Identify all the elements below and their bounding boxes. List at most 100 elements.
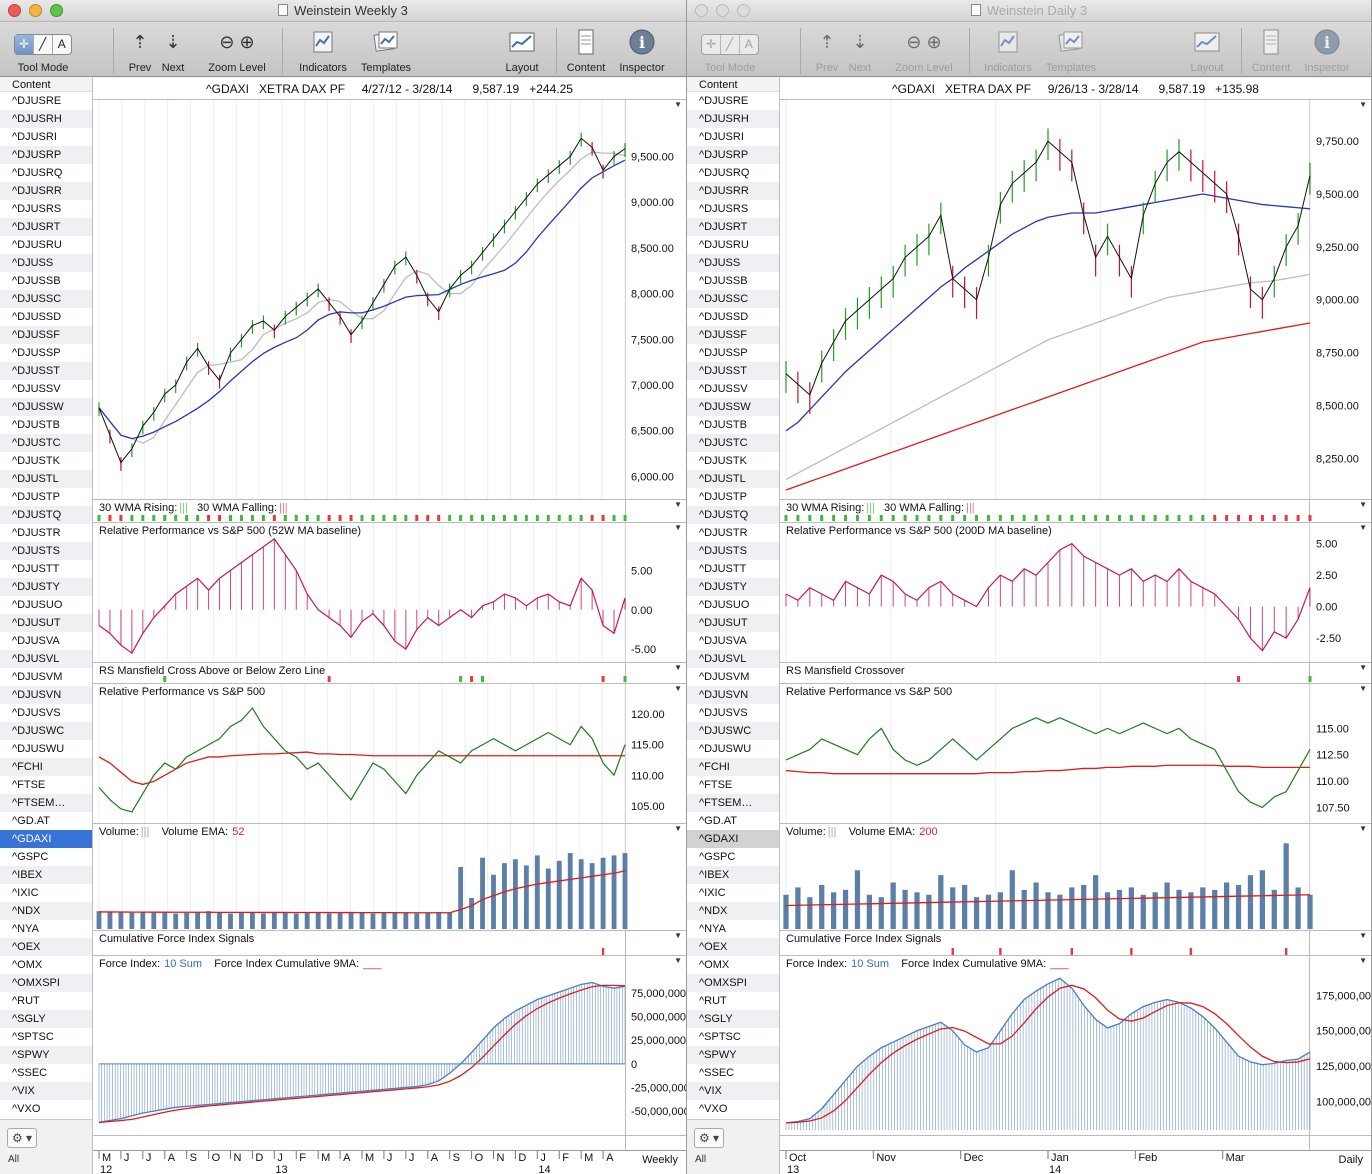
symbol-list-item[interactable]: ^DJUSVS xyxy=(699,707,748,719)
symbol-list-item[interactable]: ^DJUSRI xyxy=(699,131,744,143)
symbol-list-item[interactable]: ^NDX xyxy=(0,902,92,920)
templates-button[interactable]: Templates xyxy=(356,26,416,74)
symbol-list-item[interactable]: ^DJUSRS xyxy=(12,203,62,215)
symbol-list-item[interactable]: ^SPTSC xyxy=(699,1031,741,1043)
symbol-list-item[interactable]: ^OEX xyxy=(687,938,779,956)
symbol-list-item[interactable]: ^DJUSRQ xyxy=(12,167,63,179)
cfi-signals-panel[interactable]: Cumulative Force Index Signals ▼ xyxy=(780,931,1371,956)
zoom-button[interactable] xyxy=(737,4,750,17)
window-titlebar[interactable]: Weinstein Weekly 3 xyxy=(0,0,686,22)
symbol-list-item[interactable]: ^IBEX xyxy=(687,866,779,884)
symbol-list-item[interactable]: ^VXO xyxy=(699,1103,728,1115)
symbol-list-item[interactable]: ^DJUSRH xyxy=(0,110,92,128)
symbol-list-item[interactable]: ^DJUSTQ xyxy=(687,506,779,524)
volume-panel[interactable]: Volume:||| Volume EMA:200150,000K100,000… xyxy=(780,824,1371,931)
layout-button[interactable]: Layout xyxy=(1181,26,1233,74)
inspector-button[interactable]: i Inspector xyxy=(1299,26,1355,74)
symbol-list-item[interactable]: ^DJUSUO xyxy=(699,599,750,611)
close-button[interactable] xyxy=(695,4,708,17)
symbol-list-item[interactable]: ^NYA xyxy=(699,923,726,935)
symbol-list-item[interactable]: ^DJUSTP xyxy=(699,491,747,503)
chart-area[interactable]: ^GDAXI XETRA DAX PF 4/27/12 - 3/28/14 9,… xyxy=(93,78,686,1174)
next-button[interactable]: ⇣ Next xyxy=(158,26,188,74)
symbol-list-item[interactable]: ^DJUSWC xyxy=(687,722,779,740)
time-axis[interactable]: M J J A S O N D J F M A M J J A S O N D J F M A 12 13 14 Weekly xyxy=(93,1150,686,1174)
gear-menu-button[interactable]: ⚙ ▾ xyxy=(694,1128,724,1148)
symbol-list-item[interactable]: ^DJUSTR xyxy=(699,527,748,539)
symbol-list-item[interactable]: ^DJUSSD xyxy=(699,311,749,323)
zoom-level-control[interactable]: ⊖ ⊕ Zoom Level xyxy=(891,26,957,74)
symbol-list-item[interactable]: ^DJUSUT xyxy=(0,614,92,632)
symbol-list-item[interactable]: ^SGLY xyxy=(0,1010,92,1028)
symbol-list-item[interactable]: ^DJUSSP xyxy=(699,347,748,359)
symbol-list-item[interactable]: ^DJUSRQ xyxy=(699,167,750,179)
symbol-list-item[interactable]: ^DJUSTT xyxy=(12,563,60,575)
symbol-list-item[interactable]: ^DJUSWC xyxy=(0,722,92,740)
symbol-list-item[interactable]: ^FCHI xyxy=(0,758,92,776)
symbol-list-item[interactable]: ^IXIC xyxy=(12,887,39,899)
content-button[interactable]: Content xyxy=(562,26,610,74)
symbol-list-item[interactable]: ^DJUSRR xyxy=(687,182,779,200)
symbol-list-item[interactable]: ^DJUSUO xyxy=(12,599,63,611)
symbol-list-item[interactable]: ^SPWY xyxy=(687,1046,779,1064)
rs-cross-panel[interactable]: RS Mansfield Crossover ▼ xyxy=(780,663,1371,684)
indicators-button[interactable]: Indicators xyxy=(977,26,1039,74)
symbol-list-item[interactable]: ^DJUSSV xyxy=(12,383,61,395)
symbol-list-item[interactable]: ^DJUSTR xyxy=(12,527,61,539)
prev-button[interactable]: ⇡ Prev xyxy=(813,26,841,74)
symbol-list-item[interactable]: ^SPWY xyxy=(0,1046,92,1064)
symbol-list-item[interactable]: ^VXO xyxy=(12,1103,41,1115)
symbol-list-item[interactable]: ^DJUSTQ xyxy=(0,506,92,524)
symbol-list-item[interactable]: ^DJUSTP xyxy=(12,491,60,503)
symbol-list-item[interactable]: ^DJUSVM xyxy=(699,671,750,683)
text-tool-button[interactable]: A xyxy=(57,37,66,51)
symbol-list-item[interactable]: ^GDAXI xyxy=(687,830,779,848)
symbol-list-item[interactable]: ^IXIC xyxy=(699,887,726,899)
force-index-panel[interactable]: Force Index: 10 Sum Force Index Cumulativ… xyxy=(93,956,686,1136)
symbol-list-item[interactable]: ^DJUSRP xyxy=(687,146,779,164)
symbol-list-item[interactable]: ^DJUSRP xyxy=(0,146,92,164)
symbol-list-item[interactable]: ^DJUSSW xyxy=(687,398,779,416)
symbol-list-item[interactable]: ^VIX xyxy=(0,1082,92,1100)
prev-button[interactable]: ⇡ Prev xyxy=(126,26,154,74)
next-button[interactable]: ⇣ Next xyxy=(845,26,875,74)
symbol-list-item[interactable]: ^SSEC xyxy=(12,1067,48,1079)
symbol-list-item[interactable]: ^DJUSSB xyxy=(699,275,748,287)
period-label[interactable]: Weekly xyxy=(642,1154,678,1166)
minimize-button[interactable] xyxy=(29,4,42,17)
wma-panel[interactable]: 30 WMA Rising: ||| 30 WMA Falling: ||| ▼ xyxy=(93,500,686,523)
inspector-button[interactable]: i Inspector xyxy=(614,26,670,74)
symbol-list-item[interactable]: ^DJUSVM xyxy=(12,671,63,683)
symbol-list-item[interactable]: ^FTSE xyxy=(12,779,46,791)
symbol-list-item[interactable]: ^SSEC xyxy=(699,1067,735,1079)
symbol-list-item[interactable]: ^OMX xyxy=(12,959,43,971)
symbol-list-item[interactable]: ^GSPC xyxy=(12,851,49,863)
symbol-list-item[interactable]: ^SGLY xyxy=(687,1010,779,1028)
symbol-list-item[interactable]: ^DJUSVN xyxy=(687,686,779,704)
rs-panel[interactable]: Relative Performance vs S&P 500 120.00 115… xyxy=(93,684,686,824)
symbol-list-item[interactable]: ^DJUSVN xyxy=(0,686,92,704)
symbol-list-item[interactable]: ^DJUSVA xyxy=(699,635,747,647)
symbol-list-item[interactable]: ^DJUSRS xyxy=(699,203,749,215)
symbol-list-item[interactable]: ^GDAXI xyxy=(0,830,92,848)
symbol-list-item[interactable]: ^RUT xyxy=(699,995,727,1007)
indicators-button[interactable]: Indicators xyxy=(292,26,354,74)
symbol-list-item[interactable]: ^OMXSPI xyxy=(0,974,92,992)
panel-menu-arrow[interactable]: ▼ xyxy=(674,500,682,509)
symbol-list-item[interactable]: ^DJUSTT xyxy=(699,563,747,575)
relative-performance-panel[interactable]: Relative Performance vs S&P 500 (200D MA… xyxy=(780,523,1371,663)
symbol-list-item[interactable]: ^DJUSS xyxy=(687,254,779,272)
symbol-list-item[interactable]: ^DJUSRT xyxy=(687,218,779,236)
symbol-list-item[interactable]: ^DJUSRI xyxy=(12,131,57,143)
symbol-list-item[interactable]: ^DJUSSC xyxy=(687,290,779,308)
rs-panel[interactable]: Relative Performance vs S&P 500 115.00 112… xyxy=(780,684,1371,824)
panel-menu-arrow[interactable]: ▼ xyxy=(674,100,682,109)
symbol-list-item[interactable]: ^DJUSRT xyxy=(0,218,92,236)
volume-panel[interactable]: Volume:||| Volume EMA:52100,000K50,000K▼ xyxy=(93,824,686,931)
symbol-list-item[interactable]: ^DJUSTY xyxy=(0,578,92,596)
symbol-list-item[interactable]: ^DJUSVL xyxy=(0,650,92,668)
wma-panel[interactable]: 30 WMA Rising: ||| 30 WMA Falling: ||| ▼ xyxy=(780,500,1371,523)
symbol-list-item[interactable]: ^DJUSWU xyxy=(12,743,65,755)
templates-button[interactable]: Templates xyxy=(1041,26,1101,74)
rs-cross-panel[interactable]: RS Mansfield Cross Above or Below Zero L… xyxy=(93,663,686,684)
